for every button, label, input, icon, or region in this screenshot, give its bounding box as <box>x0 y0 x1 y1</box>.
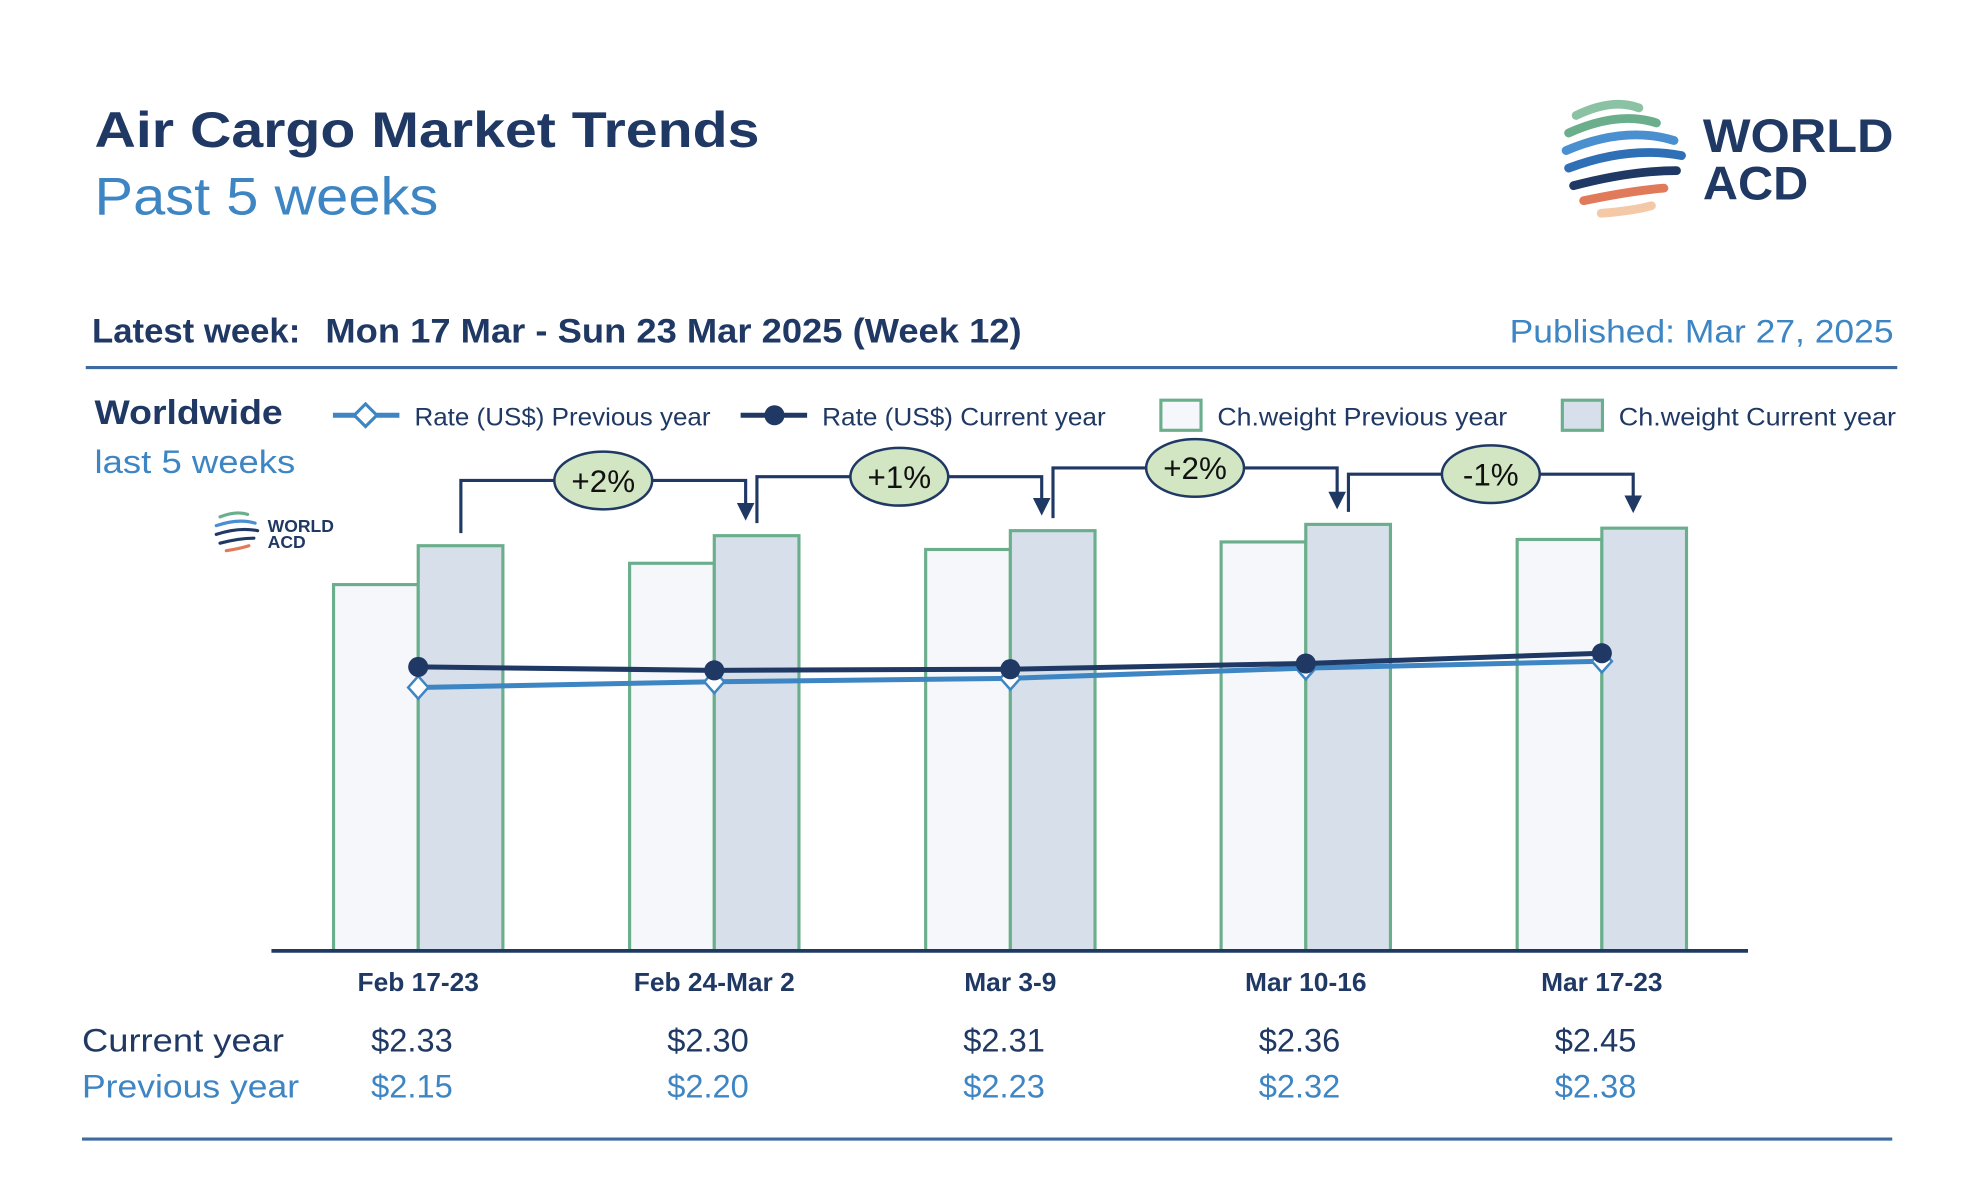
legend-item-rate-current: Rate (US$) Current year <box>740 403 1106 431</box>
change-percent-label: -1% <box>1463 457 1519 492</box>
arrow-down-icon <box>1328 491 1346 510</box>
change-percent-label: +2% <box>571 464 635 499</box>
legend-label: Ch.weight Current year <box>1619 403 1896 431</box>
current-rate-value: $2.30 <box>667 1021 749 1058</box>
region-name: Worldwide <box>95 394 283 432</box>
logo-text-acd: ACD <box>1703 157 1808 210</box>
bar-weight-current <box>1600 526 1689 953</box>
current-rate-value: $2.33 <box>371 1021 453 1058</box>
x-tick-label: Mar 3-9 <box>964 967 1056 997</box>
legend-label: Ch.weight Previous year <box>1217 403 1507 431</box>
change-percent-label: +2% <box>1163 451 1227 486</box>
current-year-row-label: Current year <box>82 1021 284 1058</box>
current-rate-value: $2.45 <box>1555 1021 1637 1058</box>
watermark-text-acd: ACD <box>268 532 306 552</box>
legend-label: Rate (US$) Previous year <box>414 403 710 431</box>
logo-text-world: WORLD <box>1703 110 1894 163</box>
previous-year-row-label: Previous year <box>82 1068 299 1105</box>
bar-weight-previous <box>924 547 1012 953</box>
x-tick-label: Feb 17-23 <box>357 967 478 997</box>
page-title: Air Cargo Market Trends <box>95 102 760 158</box>
bar-weight-current <box>1008 529 1097 953</box>
arrow-down-icon <box>1032 498 1051 516</box>
rate-current-point <box>1295 653 1316 674</box>
change-brackets-layer: +2% +1% +2% -1% <box>459 437 1642 534</box>
bar-weight-current <box>712 534 801 953</box>
change-bubble <box>849 446 950 507</box>
rate-current-point <box>1591 643 1612 664</box>
latest-week-value: Mon 17 Mar - Sun 23 Mar 2025 (Week 12) <box>325 312 1021 350</box>
rate-previous-point <box>406 674 430 701</box>
chart-legend: Rate (US$) Previous year Rate (US$) Curr… <box>332 398 1896 432</box>
change-percent-label: +1% <box>868 460 932 495</box>
rate-current-point <box>1000 659 1021 680</box>
x-axis-labels: Feb 17-23 Feb 24-Mar 2 Mar 3-9 Mar 10-16 Mar… <box>357 967 1662 997</box>
legend-item-rate-previous: Rate (US$) Previous year <box>332 401 711 431</box>
rate-current-point <box>704 660 725 681</box>
bar-weight-current <box>416 544 505 953</box>
x-tick-label: Feb 24-Mar 2 <box>634 967 795 997</box>
change-bubble <box>553 450 654 511</box>
rate-table-values: $2.33 $2.30 $2.31 $2.36 $2.45 $2.15 $2.20 $2.23… <box>371 1021 1636 1104</box>
previous-rate-value: $2.23 <box>963 1068 1045 1105</box>
bar-swatch-icon <box>1560 398 1605 432</box>
legend-item-weight-current: Ch.weight Current year <box>1560 398 1896 432</box>
world-acd-logo: WORLD ACD <box>1561 99 1894 218</box>
arrow-down-icon <box>1624 495 1642 514</box>
page-subtitle: Past 5 weeks <box>95 168 439 227</box>
dot-marker-icon <box>764 405 785 426</box>
change-bubble <box>1440 444 1542 505</box>
bar-weight-previous <box>628 561 716 953</box>
previous-rate-value: $2.32 <box>1259 1068 1341 1105</box>
current-rate-value: $2.31 <box>963 1021 1045 1058</box>
published-date: Published: Mar 27, 2025 <box>1510 312 1894 349</box>
logo-swirl-icon <box>214 511 260 553</box>
watermark-logo: WORLD ACD <box>214 511 334 553</box>
rate-current-point <box>408 656 429 677</box>
bar-weight-previous <box>1219 540 1308 953</box>
previous-rate-value: $2.38 <box>1555 1068 1637 1105</box>
change-bubble <box>1144 437 1246 499</box>
x-tick-label: Mar 10-16 <box>1245 967 1366 997</box>
watermark-text-world: WORLD <box>268 516 334 536</box>
arrow-down-icon <box>736 503 755 521</box>
bar-swatch-icon <box>1159 398 1203 432</box>
current-rate-value: $2.36 <box>1259 1021 1341 1058</box>
previous-rate-value: $2.15 <box>371 1068 453 1105</box>
diamond-marker-icon <box>352 401 380 429</box>
logo-swirl-icon <box>1561 99 1686 218</box>
region-period: last 5 weeks <box>95 443 296 480</box>
bar-weight-current <box>1304 522 1393 953</box>
legend-item-weight-previous: Ch.weight Previous year <box>1159 398 1507 432</box>
legend-label: Rate (US$) Current year <box>822 403 1106 431</box>
lines-layer <box>406 643 1614 701</box>
bars-layer <box>331 522 1689 953</box>
x-tick-label: Mar 17-23 <box>1541 967 1662 997</box>
latest-week-label: Latest week: <box>92 312 300 350</box>
previous-rate-value: $2.20 <box>667 1068 749 1105</box>
bar-weight-previous <box>331 583 420 953</box>
bar-weight-previous <box>1515 537 1604 953</box>
